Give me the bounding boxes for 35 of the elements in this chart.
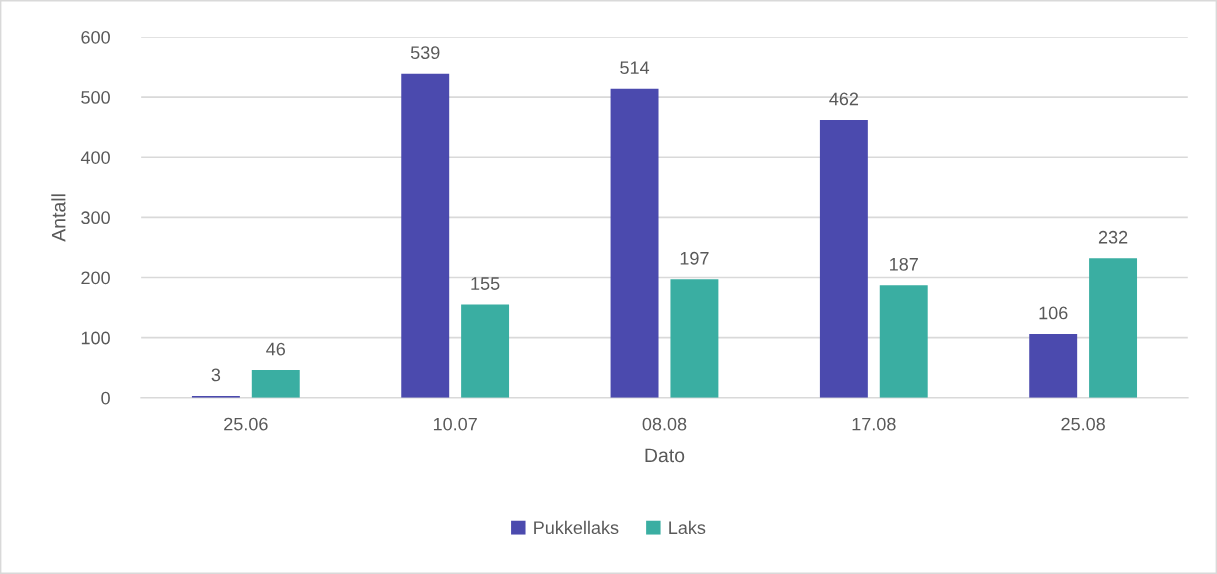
data-label: 155 xyxy=(471,277,500,290)
y-axis-title: Antall xyxy=(51,194,66,242)
data-label: 539 xyxy=(410,46,440,60)
bar xyxy=(670,279,719,398)
data-label: 232 xyxy=(1098,230,1128,244)
legend-label: Laks xyxy=(669,520,706,535)
bar xyxy=(819,120,868,398)
x-tick-label: 25.06 xyxy=(224,417,268,431)
y-tick-label: 500 xyxy=(81,91,110,104)
data-label: 106 xyxy=(1039,306,1068,320)
bar xyxy=(1089,258,1138,398)
bar xyxy=(401,73,450,398)
data-label: 462 xyxy=(829,92,859,106)
data-label: 514 xyxy=(620,61,650,75)
data-label: 3 xyxy=(211,368,221,382)
data-label: 187 xyxy=(890,257,918,271)
y-tick-label: 0 xyxy=(101,391,110,405)
y-tick-label: 200 xyxy=(81,271,110,285)
bar xyxy=(610,88,659,398)
x-tick-label: 25.08 xyxy=(1061,417,1105,431)
y-tick-label: 100 xyxy=(81,331,110,345)
y-tick-label: 300 xyxy=(81,211,110,225)
data-label: 197 xyxy=(680,251,709,265)
x-tick-label: 17.08 xyxy=(852,417,896,431)
data-label: 46 xyxy=(266,342,286,356)
legend-label: Pukkellaks xyxy=(534,520,619,535)
bar xyxy=(461,304,510,398)
bar xyxy=(879,285,928,398)
x-tick-label: 10.07 xyxy=(433,417,477,431)
bar xyxy=(251,370,300,398)
bar xyxy=(1029,334,1078,398)
x-tick-label: 08.08 xyxy=(642,417,687,431)
y-tick-label: 600 xyxy=(81,30,110,44)
x-axis-title: Dato xyxy=(645,448,685,463)
y-tick-label: 400 xyxy=(80,151,110,164)
